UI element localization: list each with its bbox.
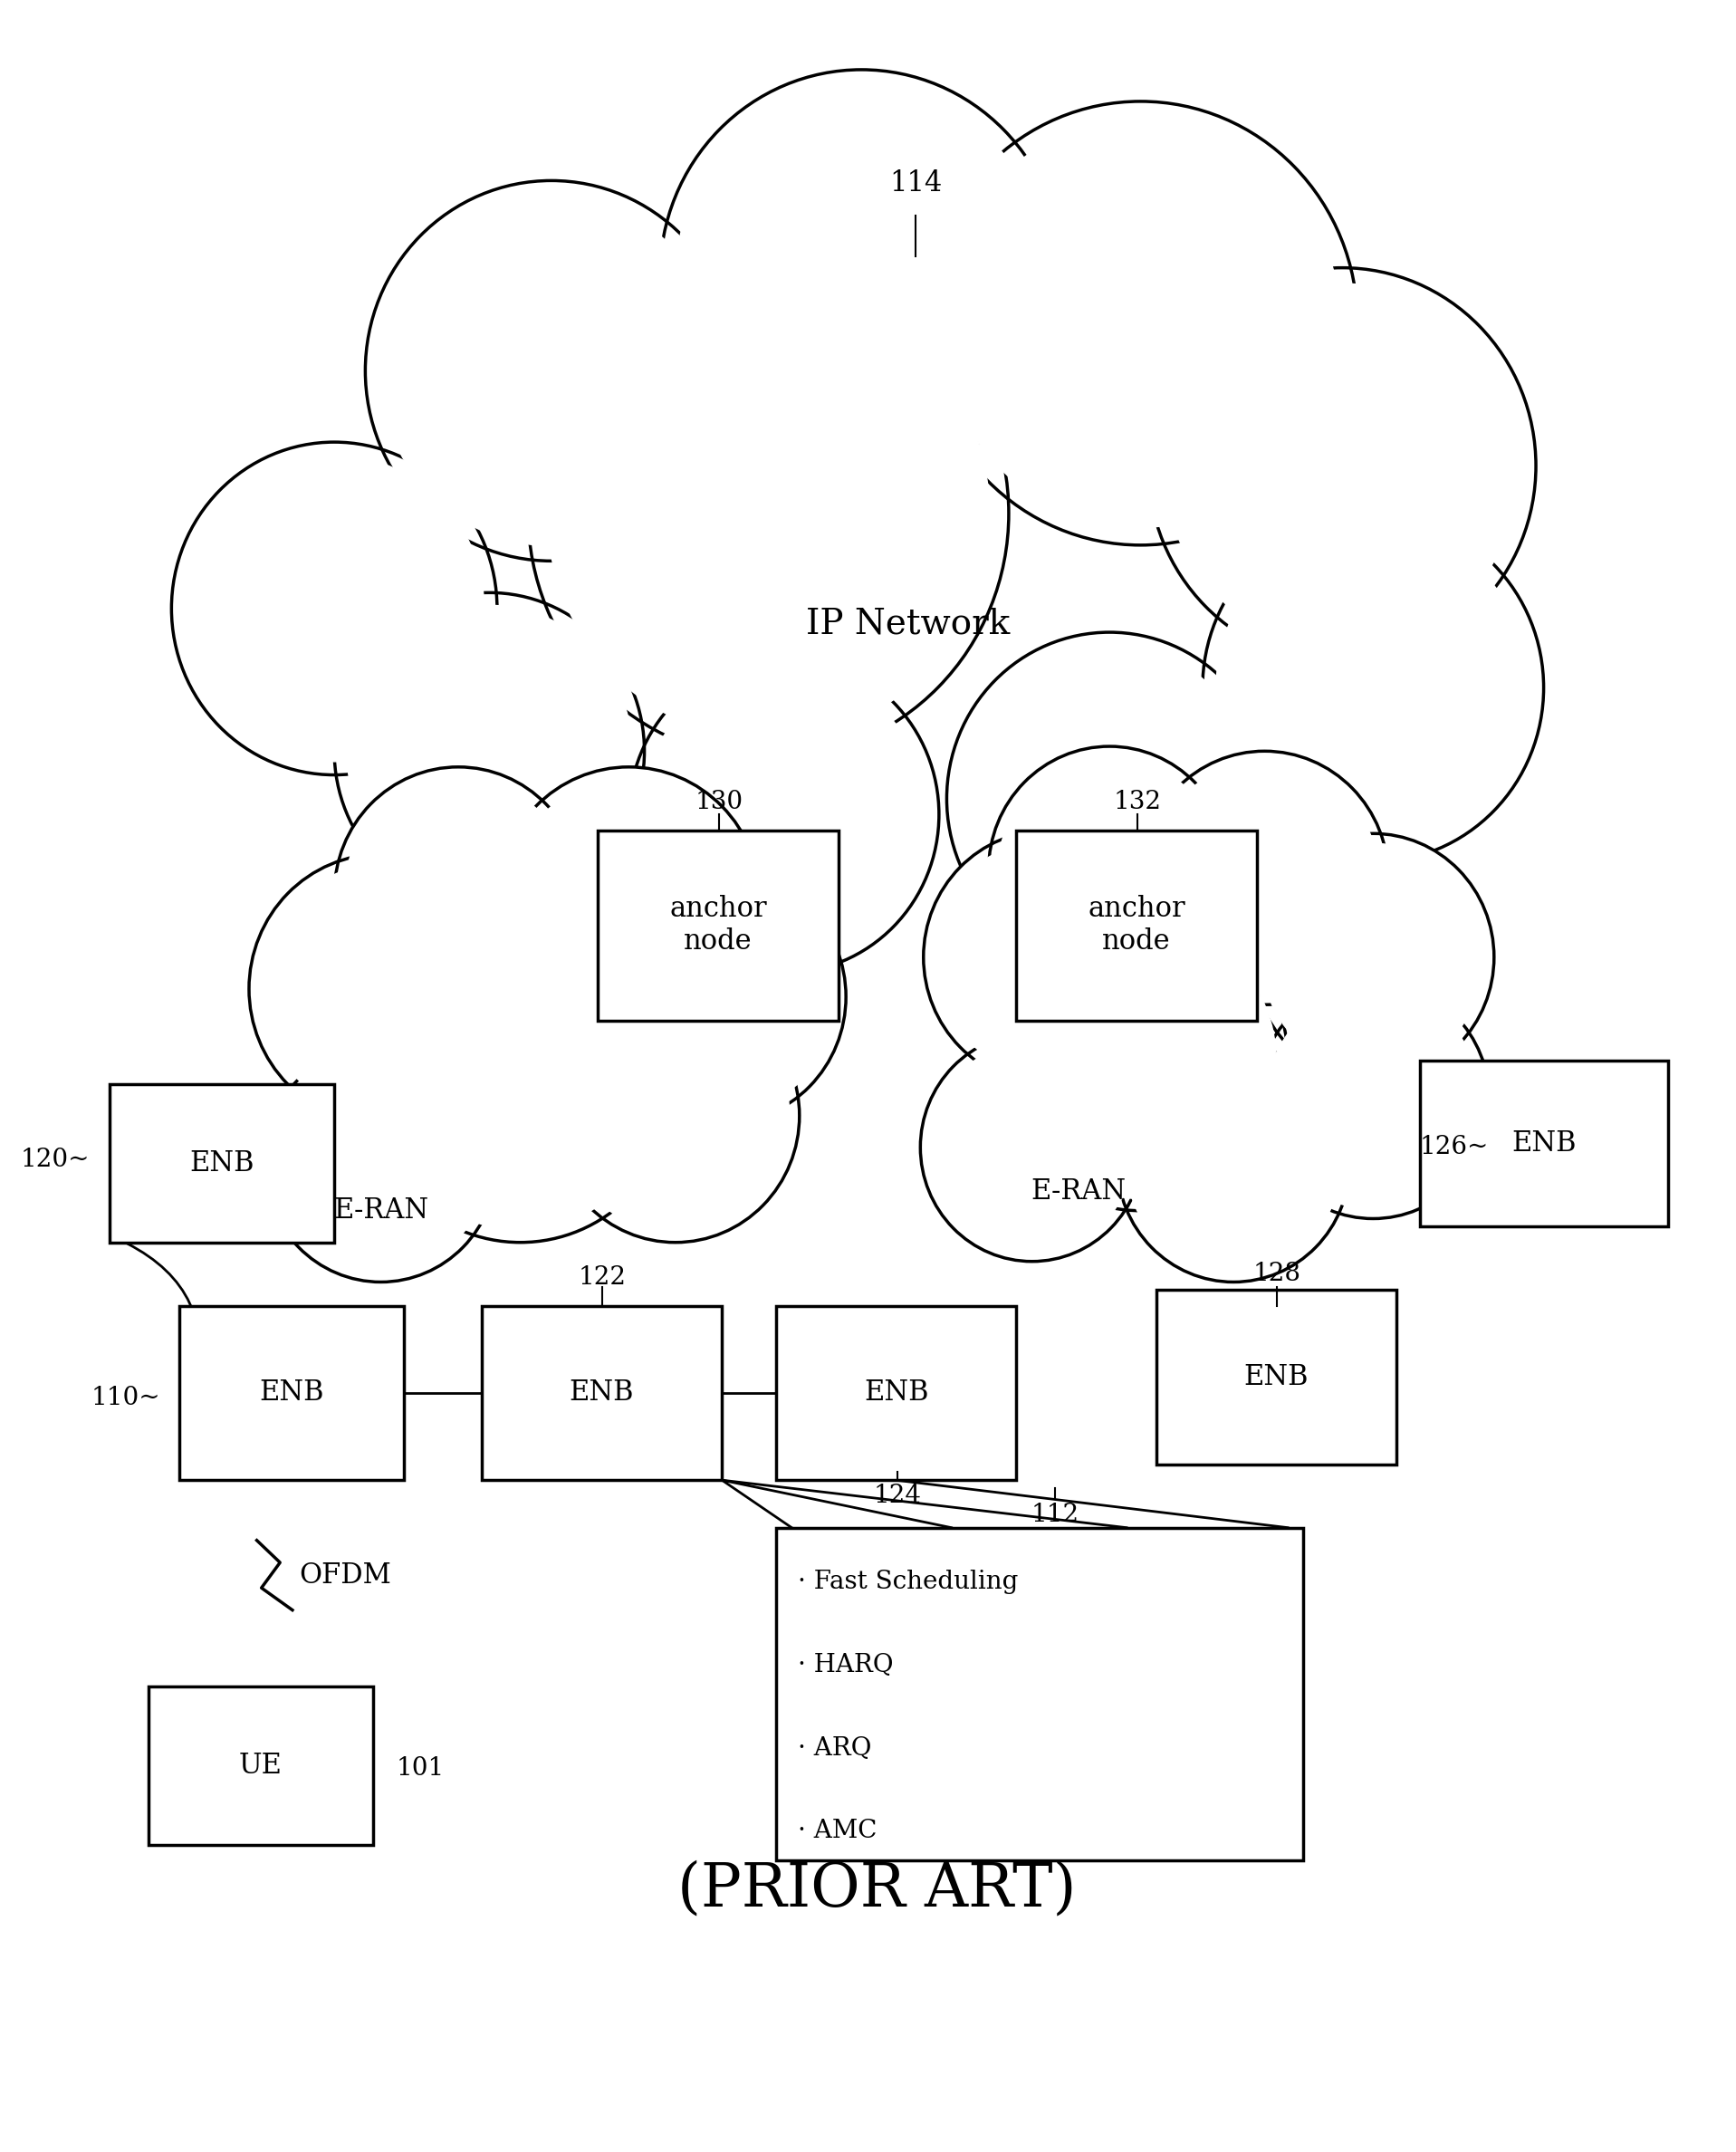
FancyBboxPatch shape	[109, 1085, 335, 1242]
Circle shape	[920, 1033, 1144, 1261]
Text: 114: 114	[889, 170, 943, 198]
Circle shape	[1141, 751, 1389, 1005]
Text: ENB: ENB	[1243, 1362, 1309, 1390]
Circle shape	[1147, 267, 1536, 665]
Circle shape	[184, 456, 484, 762]
Text: ENB: ENB	[569, 1379, 634, 1407]
Text: 124: 124	[873, 1483, 922, 1509]
Circle shape	[496, 766, 760, 1037]
Circle shape	[365, 925, 675, 1242]
Circle shape	[552, 988, 800, 1242]
Circle shape	[1262, 844, 1484, 1072]
Circle shape	[172, 441, 496, 775]
Text: 126~: 126~	[1420, 1134, 1489, 1160]
FancyBboxPatch shape	[776, 1528, 1304, 1861]
Circle shape	[988, 747, 1231, 994]
Circle shape	[248, 854, 512, 1123]
Text: · Fast Scheduling: · Fast Scheduling	[799, 1569, 1019, 1595]
Text: 101: 101	[396, 1756, 444, 1780]
Circle shape	[1252, 833, 1495, 1080]
Circle shape	[365, 181, 738, 562]
Circle shape	[264, 1044, 496, 1283]
Text: 120~: 120~	[21, 1147, 89, 1173]
Text: E-RAN: E-RAN	[333, 1197, 429, 1224]
Circle shape	[1257, 981, 1489, 1218]
Circle shape	[960, 646, 1259, 951]
Circle shape	[1118, 1044, 1351, 1283]
Text: 112: 112	[1031, 1502, 1080, 1528]
FancyBboxPatch shape	[148, 1687, 373, 1844]
Circle shape	[528, 267, 1009, 760]
Text: ENB: ENB	[865, 1379, 929, 1407]
FancyBboxPatch shape	[597, 831, 838, 1020]
FancyBboxPatch shape	[1156, 1289, 1396, 1463]
Text: 132: 132	[1113, 790, 1161, 813]
Circle shape	[924, 831, 1172, 1085]
Text: · AMC: · AMC	[799, 1818, 877, 1844]
Circle shape	[597, 869, 845, 1123]
FancyBboxPatch shape	[776, 1306, 1017, 1481]
Text: UE: UE	[240, 1752, 283, 1780]
Circle shape	[1127, 1054, 1340, 1272]
Text: 110~: 110~	[92, 1386, 161, 1410]
Circle shape	[1203, 514, 1543, 863]
Text: (PRIOR ART): (PRIOR ART)	[677, 1859, 1076, 1920]
Circle shape	[641, 669, 927, 960]
Circle shape	[675, 86, 1047, 465]
Circle shape	[335, 592, 644, 910]
Circle shape	[344, 777, 573, 1011]
Circle shape	[1163, 284, 1521, 648]
Text: ENB: ENB	[1512, 1130, 1576, 1158]
Circle shape	[660, 69, 1062, 482]
Circle shape	[946, 633, 1272, 964]
Circle shape	[934, 841, 1161, 1074]
FancyBboxPatch shape	[179, 1306, 404, 1481]
Circle shape	[608, 880, 837, 1113]
Text: 130: 130	[694, 790, 743, 813]
Circle shape	[547, 288, 990, 740]
Text: ENB: ENB	[259, 1379, 325, 1407]
Circle shape	[380, 196, 722, 547]
Circle shape	[941, 118, 1340, 527]
Circle shape	[274, 1054, 488, 1272]
Text: IP Network: IP Network	[806, 607, 1010, 641]
Text: 128: 128	[1253, 1261, 1300, 1287]
Text: · HARQ: · HARQ	[799, 1653, 894, 1676]
Circle shape	[260, 865, 502, 1113]
Text: OFDM: OFDM	[299, 1560, 391, 1588]
Circle shape	[1151, 762, 1378, 994]
Circle shape	[335, 766, 582, 1020]
Text: FIG.1: FIG.1	[792, 1730, 962, 1790]
Circle shape	[1217, 527, 1529, 848]
Circle shape	[1266, 990, 1481, 1209]
FancyBboxPatch shape	[481, 1306, 722, 1481]
Text: anchor
node: anchor node	[1088, 895, 1186, 955]
Circle shape	[347, 605, 632, 897]
Circle shape	[628, 656, 939, 973]
Circle shape	[998, 755, 1220, 983]
Text: E-RAN: E-RAN	[1031, 1177, 1127, 1205]
FancyBboxPatch shape	[1420, 1061, 1668, 1227]
Text: 122: 122	[578, 1265, 627, 1289]
Circle shape	[561, 999, 790, 1233]
Circle shape	[378, 938, 663, 1229]
FancyBboxPatch shape	[1017, 831, 1257, 1020]
Circle shape	[507, 777, 750, 1027]
Circle shape	[1005, 921, 1276, 1199]
Circle shape	[924, 101, 1358, 544]
Circle shape	[993, 910, 1288, 1212]
Text: anchor
node: anchor node	[670, 895, 767, 955]
Text: · ARQ: · ARQ	[799, 1737, 871, 1760]
Text: ENB: ENB	[189, 1149, 253, 1177]
Circle shape	[929, 1042, 1135, 1252]
